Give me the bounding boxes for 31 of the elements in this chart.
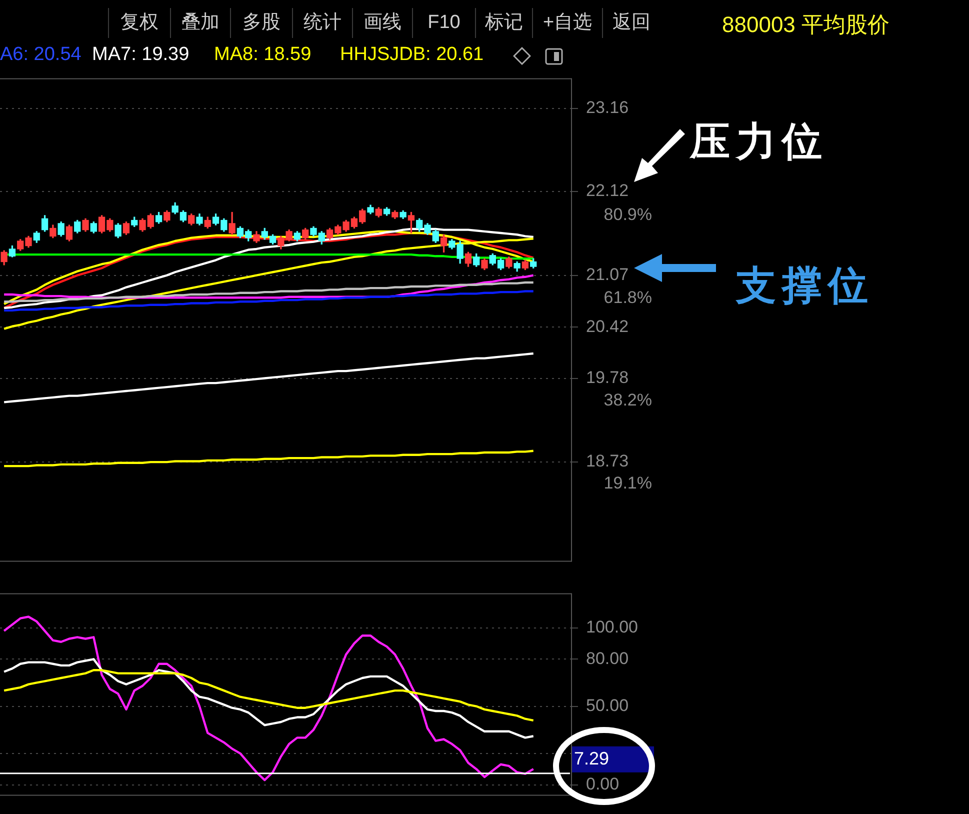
y-tick-label: 18.73	[586, 452, 629, 471]
y-tick-label: 22.12	[586, 181, 629, 200]
text: 880003 平均股价	[722, 11, 890, 39]
text: MA8: 18.59	[214, 44, 312, 66]
y-tick-label: 80.00	[586, 648, 629, 668]
ref-line-label: 7.29	[574, 748, 610, 768]
text: 多股	[230, 8, 292, 38]
y2-tick-label: 61.8%	[604, 288, 652, 307]
y2-tick-label: 19.1%	[604, 473, 652, 492]
y-tick-label: 20.42	[586, 316, 629, 336]
text: 标记	[475, 8, 532, 38]
text: 支撑位	[736, 261, 874, 311]
text: 统计	[292, 8, 352, 38]
y2-tick-label: 80.9%	[604, 205, 652, 224]
text: A6: 20.54	[0, 44, 82, 66]
text: 压力位	[690, 117, 828, 167]
text: HHJSJDB: 20.61	[340, 44, 484, 66]
text: +自选	[532, 8, 602, 38]
y-tick-label: 100.00	[586, 617, 638, 636]
text: MA7: 19.39	[92, 44, 190, 66]
y-tick-label: 19.78	[586, 368, 629, 387]
text: 画线	[352, 8, 412, 38]
y-tick-label: 21.07	[586, 265, 629, 284]
y-tick-label: 0.00	[586, 774, 620, 794]
y2-tick-label: 38.2%	[604, 390, 652, 410]
text: 返回	[602, 8, 660, 38]
text: F10	[412, 8, 475, 38]
text: 叠加	[170, 8, 230, 38]
y-tick-label: 23.16	[586, 98, 629, 118]
y-tick-label: 50.00	[586, 696, 629, 715]
text: 复权	[108, 8, 170, 38]
